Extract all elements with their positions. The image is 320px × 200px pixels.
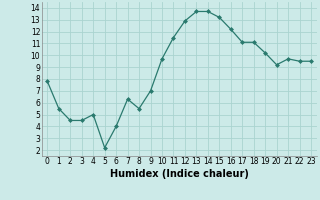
X-axis label: Humidex (Indice chaleur): Humidex (Indice chaleur) [110,169,249,179]
